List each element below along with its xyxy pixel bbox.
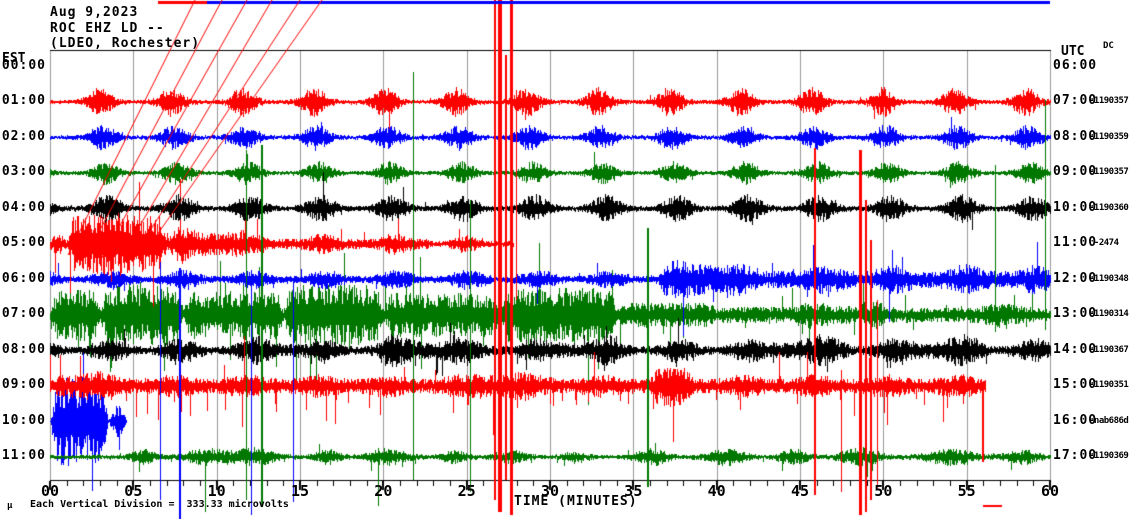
row-label-est: 11:00	[1, 448, 46, 463]
row-label-est: 01:00	[1, 93, 46, 108]
row-dc-value: -1190357	[1089, 167, 1129, 177]
x-tick-label: 60	[1040, 482, 1060, 500]
row-label-utc: 11:00	[1053, 235, 1098, 250]
left-timezone-label: EST	[2, 51, 26, 66]
row-dc-value: -1190348	[1089, 273, 1129, 284]
row-dc-value: -2474	[1089, 238, 1119, 248]
x-tick-label: 55	[957, 482, 976, 500]
x-tick-label: 35	[624, 482, 643, 500]
row-dc-value: -1190369	[1089, 451, 1129, 461]
right-timezone-label: UTC	[1061, 44, 1085, 59]
row-dc-value: -1190351	[1089, 380, 1129, 390]
row-label-utc: 07:00	[1053, 93, 1098, 108]
header-location: (LDEO, Rochester)	[50, 36, 201, 51]
row-label-utc: 10:00	[1053, 199, 1098, 215]
row-label-utc: 13:00	[1053, 306, 1098, 321]
row-label-est: 03:00	[1, 164, 46, 179]
row-label-utc: 16:00	[1053, 412, 1098, 428]
row-label-utc: 15:00	[1053, 377, 1098, 392]
row-label-est: 10:00	[1, 412, 46, 428]
row-label-utc: 06:00	[1053, 57, 1098, 73]
row-label-est: 07:00	[1, 306, 46, 321]
row-label-utc: 17:00	[1053, 448, 1098, 463]
row-label-utc: 12:00	[1053, 270, 1098, 286]
row-label-est: 05:00	[1, 235, 46, 250]
x-tick-label: 20	[374, 482, 393, 500]
row-dc-value: -1190367	[1089, 344, 1129, 355]
row-label-est: 06:00	[1, 270, 46, 286]
row-dc-value: -1190359	[1089, 131, 1129, 142]
row-label-utc: 09:00	[1053, 164, 1098, 179]
x-axis-title: TIME (MINUTES)	[514, 494, 638, 509]
row-label-est: 02:00	[1, 128, 46, 144]
x-tick-label: 05	[124, 482, 143, 500]
x-tick-label: 10	[207, 482, 226, 500]
footer-glyph: μ	[7, 501, 13, 511]
dc-column-label: DC	[1103, 41, 1114, 51]
footer-scale-note: Each Vertical Division = 333.33 microvol…	[30, 499, 289, 510]
row-label-est: 09:00	[1, 377, 46, 392]
row-dc-value: -1190357	[1089, 96, 1129, 106]
row-label-est: 00:00	[1, 57, 46, 73]
header-station: ROC EHZ LD --	[50, 21, 165, 36]
x-tick-label: 45	[790, 482, 810, 500]
row-label-est: 08:00	[1, 341, 46, 357]
row-dc-value: -1190360	[1089, 202, 1129, 213]
row-dc-value: -nab686d	[1089, 415, 1129, 426]
x-tick-label: 50	[874, 482, 893, 500]
row-dc-value: -1190314	[1089, 309, 1129, 319]
x-tick-label: 25	[457, 482, 476, 500]
row-label-est: 04:00	[1, 199, 46, 215]
row-label-utc: 08:00	[1053, 128, 1098, 144]
x-tick-label: 15	[290, 482, 310, 500]
x-tick-label: 30	[540, 482, 560, 500]
header-date: Aug 9,2023	[50, 5, 139, 20]
row-label-utc: 14:00	[1053, 341, 1098, 357]
x-tick-label: 00	[40, 482, 60, 500]
x-tick-label: 40	[707, 482, 726, 500]
